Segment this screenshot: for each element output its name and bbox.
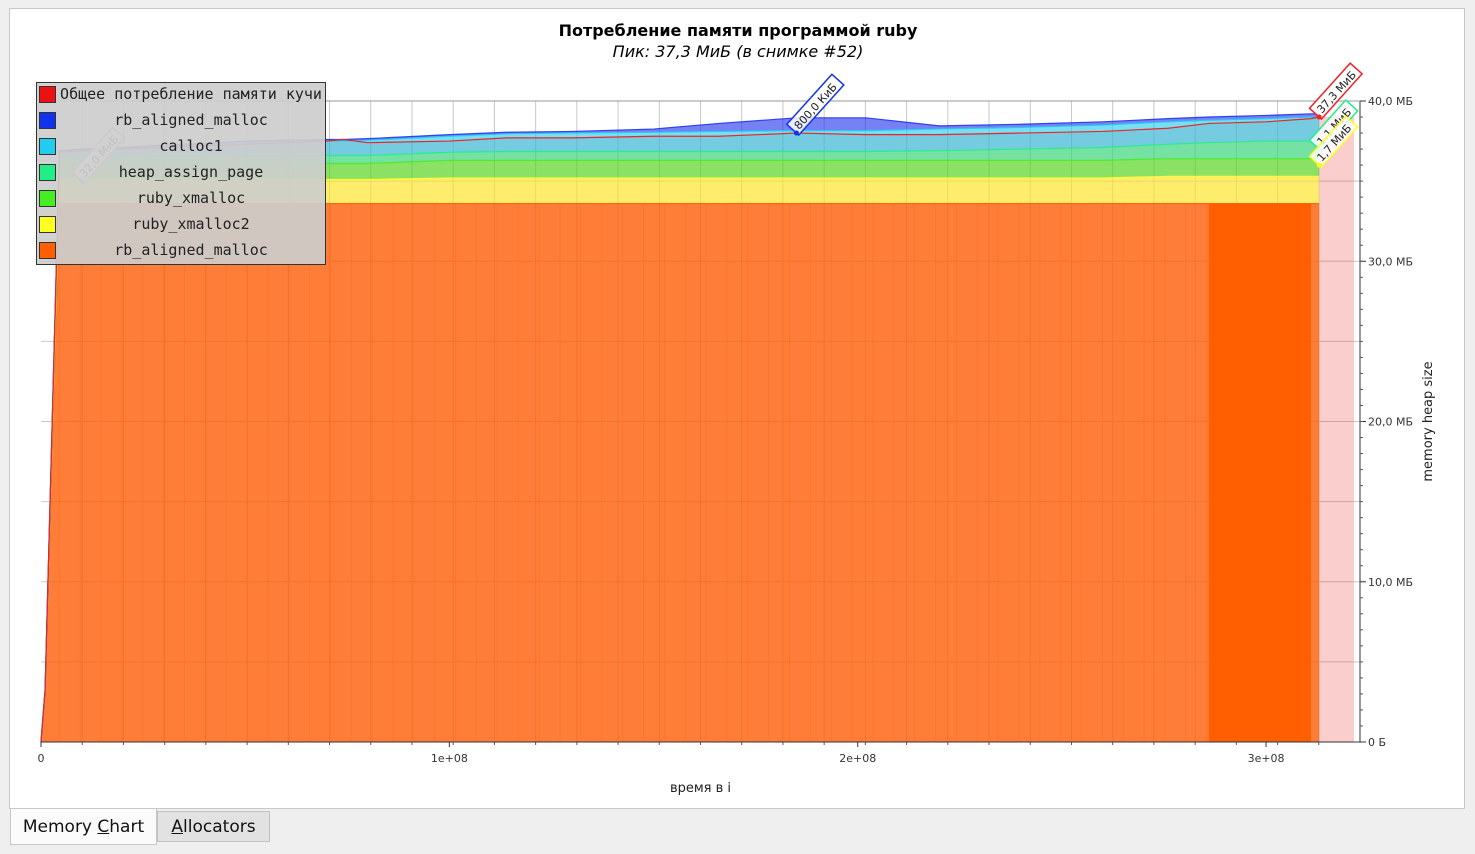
legend-swatch (39, 190, 56, 207)
legend-label: calloc1 (159, 137, 223, 155)
legend-label: ruby_xmalloc2 (132, 215, 250, 233)
legend-label: rb_aligned_malloc (114, 111, 268, 129)
chart-subtitle: Пик: 37,3 МиБ (в снимке #52) (613, 42, 864, 61)
y-tick-label: 40,0 МБ (1368, 95, 1413, 108)
legend-label: Общее потребление памяти кучи (60, 85, 322, 103)
legend-item: rb_aligned_malloc (37, 109, 325, 135)
chart-frame: Потребление памяти программой ruby Пик: 3… (9, 8, 1465, 809)
legend-swatch (39, 112, 56, 129)
legend-swatch (39, 138, 56, 155)
tab-memory-chart-label: Memory Chart (22, 817, 145, 837)
legend-item: Общее потребление памяти кучи (37, 83, 325, 109)
y-tick-label: 10,0 МБ (1368, 576, 1413, 589)
y-tick-label: 30,0 МБ (1368, 255, 1413, 268)
legend-label: ruby_xmalloc (136, 189, 246, 207)
chart-title: Потребление памяти программой ruby (559, 21, 918, 40)
tab-bar: Memory Chart Allocators (0, 809, 1475, 854)
peak-snapshot-highlight (1208, 203, 1311, 742)
x-tick-label: 1e+08 (431, 752, 468, 765)
legend-swatch (39, 242, 56, 259)
snapshot-lines (58, 203, 1291, 742)
legend-item: ruby_xmalloc (37, 187, 325, 213)
tab-memory-chart[interactable]: Memory Chart (10, 809, 157, 845)
y-tick-label: 20,0 МБ (1368, 416, 1413, 429)
legend-label: heap_assign_page (118, 163, 264, 181)
annotation-box (785, 73, 845, 137)
tab-allocators[interactable]: Allocators (157, 811, 270, 842)
legend-label: rb_aligned_malloc (114, 241, 268, 259)
legend-item: ruby_xmalloc2 (37, 213, 325, 239)
legend-item: rb_aligned_malloc (37, 239, 325, 265)
legend-swatch (39, 86, 56, 103)
x-tick-label: 3e+08 (1248, 752, 1285, 765)
x-tick-label: 0 (38, 752, 45, 765)
legend-item: calloc1 (37, 135, 325, 161)
annotation-point (1316, 114, 1322, 120)
y-tick-label: 0 Б (1368, 736, 1386, 749)
legend-item: heap_assign_page (37, 161, 325, 187)
annotation-box (1308, 115, 1359, 169)
tab-allocators-label: Allocators (171, 817, 256, 837)
annotation-point (793, 130, 799, 136)
x-tick-label: 2e+08 (839, 752, 876, 765)
annotation-point (1316, 162, 1322, 168)
annotation-box (1308, 62, 1364, 121)
x-axis-label: время в i (670, 781, 731, 796)
series-area-0 (41, 203, 1320, 742)
legend-swatch (39, 164, 56, 181)
legend-swatch (39, 216, 56, 233)
memory-chart[interactable]: Потребление памяти программой ruby Пик: 3… (10, 9, 1466, 810)
y-axis-label: memory heap size (1421, 361, 1436, 481)
legend: Общее потребление памяти кучи rb_aligned_… (36, 82, 326, 265)
